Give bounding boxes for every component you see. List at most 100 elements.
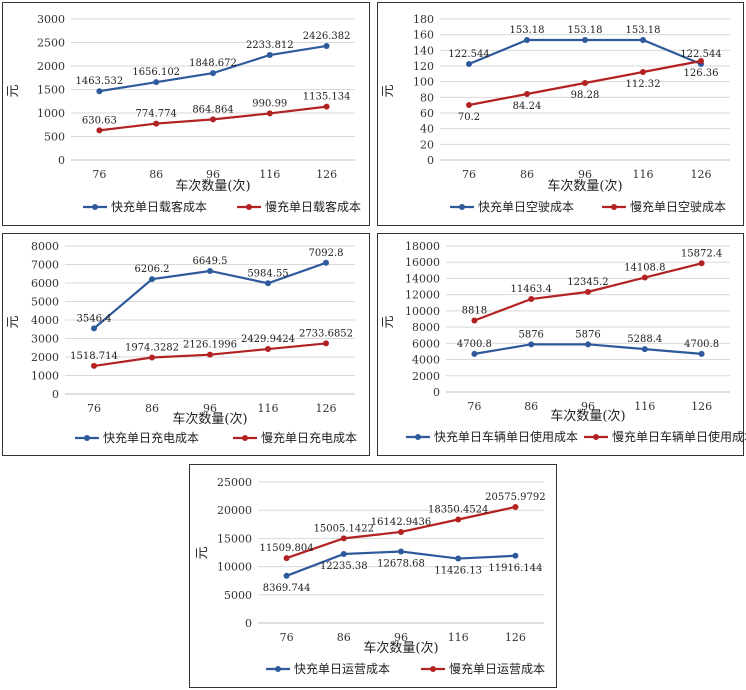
data-label: 4700.8 (457, 339, 492, 350)
data-label: 4700.8 (684, 339, 719, 350)
data-point (471, 317, 478, 324)
data-label: 70.2 (458, 112, 480, 123)
x-tick-label: 116 (634, 400, 655, 413)
y-axis-title: 元 (6, 84, 21, 97)
data-point (153, 120, 160, 127)
y-tick-label: 14000 (405, 272, 440, 285)
y-tick-label: 18000 (405, 240, 440, 253)
legend-label: 慢充单日空驶成本 (630, 199, 726, 214)
data-point (466, 102, 472, 109)
x-axis-title: 车次数量(次) (547, 178, 622, 194)
legend-swatch-marker (92, 204, 98, 210)
chart-panel-passenger-cost: 0 500 1000 1500 2000 2500 3000 76 86 96 116 126 车次数量… (2, 2, 370, 226)
chart-svg: 0 1000 2000 3000 4000 5000 6000 7000 8000 76 86 96 1… (6, 240, 357, 445)
data-label: 153.18 (510, 25, 545, 36)
data-point (698, 58, 704, 65)
series-line (468, 38, 702, 66)
y-tick-label: 6000 (412, 337, 440, 350)
x-axis-title: 车次数量(次) (172, 411, 247, 427)
chart-svg: 0 5000 10000 15000 20000 25000 76 86 96 116 126 车次数… (195, 476, 546, 676)
chart-panel-charging-cost: 0 1000 2000 3000 4000 5000 6000 7000 8000 76 86 96 1… (2, 233, 370, 456)
x-tick-label: 76 (280, 631, 294, 644)
data-point (340, 535, 347, 542)
x-tick-label: 86 (524, 400, 538, 413)
legend-label: 慢充单日运营成本 (449, 661, 545, 676)
y-tick-label: 12000 (405, 289, 440, 302)
data-label: 11509.804 (260, 543, 314, 554)
data-point (266, 52, 273, 59)
x-tick-label: 86 (145, 402, 159, 415)
y-tick-label: 0 (58, 154, 65, 167)
data-label: 6649.5 (193, 256, 228, 267)
data-point (466, 61, 472, 68)
data-label: 1463.532 (76, 76, 124, 87)
data-label: 5984.55 (247, 268, 288, 279)
data-label: 3546.4 (77, 313, 112, 324)
x-tick-label: 126 (691, 400, 712, 413)
data-label: 5288.4 (627, 334, 662, 345)
x-tick-label: 126 (316, 402, 337, 415)
y-axis-title: 元 (6, 315, 21, 328)
y-tick-label: 80 (420, 91, 434, 104)
data-point (207, 351, 213, 358)
data-label: 2426.382 (303, 31, 351, 42)
data-point (96, 88, 103, 95)
legend-swatch-marker (84, 435, 90, 441)
data-point (149, 276, 155, 283)
data-label: 153.18 (626, 25, 661, 36)
data-point (698, 260, 705, 267)
y-tick-label: 10000 (405, 305, 440, 318)
data-point (512, 552, 519, 559)
x-axis-title: 车次数量(次) (363, 640, 438, 656)
legend-label: 慢充单日充电成本 (261, 430, 357, 445)
legend-label: 快充单日车辆单日使用成本 (434, 429, 578, 444)
data-point (210, 70, 216, 77)
data-label: 7092.8 (309, 248, 344, 259)
data-point (640, 37, 646, 44)
y-tick-label: 8000 (31, 240, 59, 253)
data-point (641, 346, 648, 353)
legend-swatch-marker (593, 434, 599, 440)
data-label: 20575.9792 (485, 492, 545, 503)
legend-swatch-marker (430, 666, 436, 672)
chart-svg: 0 20 40 60 80 100 120 140 160 180 76 86 96 116 126 车次数量… (381, 13, 730, 214)
x-tick-label: 86 (337, 631, 351, 644)
y-tick-label: 5000 (31, 296, 59, 309)
x-tick-label: 126 (691, 168, 712, 181)
x-tick-label: 76 (87, 402, 101, 415)
chart-panel-empty-drive-cost: 0 20 40 60 80 100 120 140 160 180 76 86 96 116 126 车次数量… (377, 2, 744, 226)
y-axis-title: 元 (195, 546, 210, 559)
data-label: 98.28 (571, 90, 600, 101)
x-tick-label: 96 (206, 168, 220, 181)
data-label: 18350.4524 (428, 505, 488, 516)
chart-svg: 0 2000 4000 6000 8000 10000 12000 14000 16000 180… (381, 240, 746, 444)
x-tick-label: 96 (203, 402, 217, 415)
data-label: 2233.812 (246, 40, 294, 51)
x-tick-label: 116 (633, 168, 654, 181)
data-label: 5876 (575, 329, 600, 340)
data-point (524, 91, 530, 98)
data-label: 1518.714 (70, 351, 118, 362)
data-point (524, 37, 530, 44)
data-label: 1135.134 (303, 92, 351, 103)
y-tick-label: 120 (413, 60, 434, 73)
data-label: 11426.13 (434, 566, 482, 577)
legend-label: 慢充单日车辆单日使用成本 (612, 429, 746, 444)
data-point (455, 516, 462, 523)
data-label: 11916.144 (488, 563, 542, 574)
data-point (698, 350, 705, 357)
data-point (528, 341, 535, 348)
data-label: 1848.672 (189, 58, 237, 69)
data-point (582, 37, 588, 44)
data-label: 2733.6852 (299, 328, 353, 339)
y-tick-label: 0 (427, 154, 434, 167)
chart-svg: 0 500 1000 1500 2000 2500 3000 76 86 96 116 126 车次数量… (6, 13, 361, 214)
data-point (455, 555, 462, 562)
data-point (323, 42, 330, 49)
data-label: 153.18 (568, 25, 603, 36)
y-tick-label: 1000 (37, 107, 65, 120)
legend-label: 快充单日空驶成本 (478, 199, 574, 214)
y-tick-label: 160 (413, 29, 434, 42)
y-tick-label: 60 (420, 107, 434, 120)
x-tick-label: 96 (578, 168, 592, 181)
